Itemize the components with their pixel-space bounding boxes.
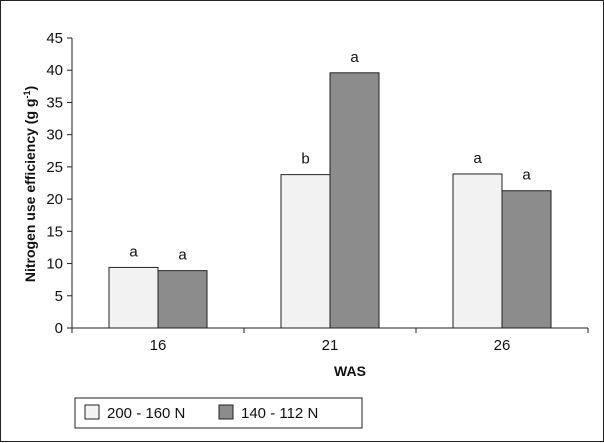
y-axis-label: Nitrogen use efficiency (g g-1) (22, 86, 38, 282)
legend-swatch-series-2 (218, 404, 234, 420)
bars (108, 72, 552, 329)
y-tick-label: 45 (46, 30, 63, 47)
legend: 200 - 160 N 140 - 112 N (74, 397, 363, 429)
x-tick-label: 21 (322, 337, 339, 354)
y-tick-label: 35 (46, 94, 63, 111)
significance-letter: a (129, 243, 138, 260)
x-tick-label: 16 (150, 337, 167, 354)
x-tick-label: 26 (494, 337, 511, 354)
y-tick-label: 25 (46, 159, 63, 176)
y-axis: 0 5 10 15 20 25 30 35 40 45 (46, 30, 73, 337)
significance-labels: a b a a a a (129, 49, 531, 264)
bar-1-21 (280, 174, 331, 329)
bar-2-16 (157, 270, 208, 329)
significance-letter: a (473, 150, 482, 167)
significance-letter: b (301, 151, 309, 168)
y-tick-label: 0 (55, 320, 63, 337)
bar-1-16 (108, 266, 159, 329)
x-axis: 16 21 26 (71, 327, 589, 354)
significance-letter: a (178, 247, 187, 264)
legend-label-series-1: 200 - 160 N (107, 405, 185, 422)
y-tick-label: 30 (46, 127, 63, 144)
significance-letter: a (350, 49, 359, 66)
y-tick-label: 15 (46, 223, 63, 240)
y-tick-label: 10 (46, 256, 63, 273)
y-axis-label-close: ) (22, 86, 38, 91)
bar-1-26 (452, 173, 503, 329)
x-axis-label: WAS (334, 363, 366, 379)
y-axis-label-superscript: -1 (22, 91, 32, 99)
bar-2-21 (329, 72, 380, 329)
legend-label-series-2: 140 - 112 N (241, 405, 318, 422)
y-tick-label: 5 (55, 288, 63, 305)
significance-letter: a (522, 167, 531, 184)
y-tick-label: 40 (46, 62, 63, 79)
bar-2-26 (501, 190, 552, 329)
y-axis-label-text: Nitrogen use efficiency (g g (22, 99, 38, 283)
legend-swatch-series-1 (84, 404, 100, 420)
y-tick-label: 20 (46, 191, 63, 208)
